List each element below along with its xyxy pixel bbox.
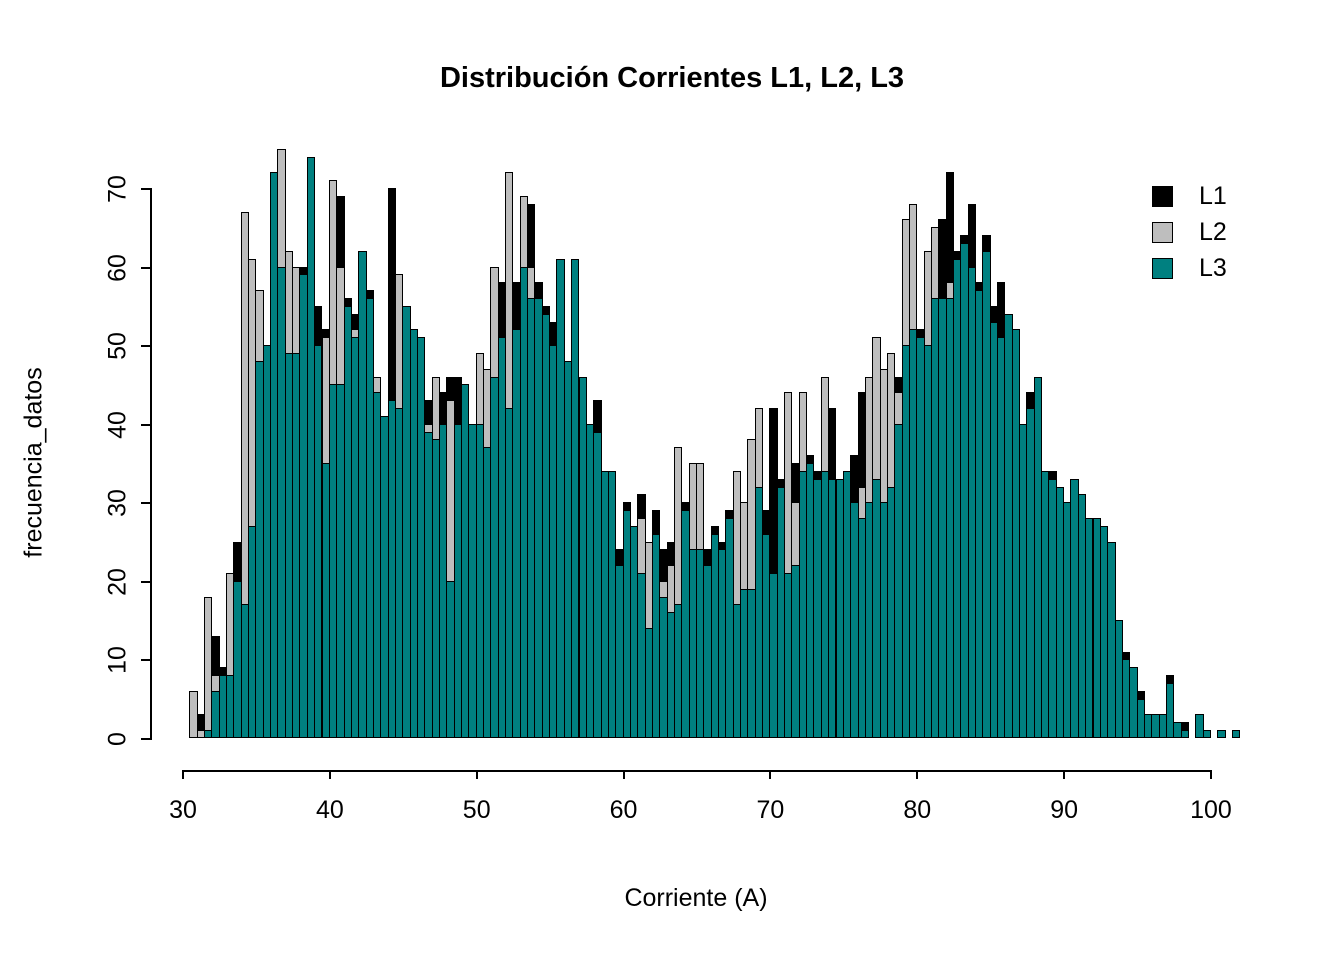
y-tick-label: 60 <box>103 253 132 282</box>
y-axis-line <box>150 188 152 740</box>
y-axis-tick <box>141 188 150 190</box>
y-axis-tick <box>141 502 150 505</box>
legend-label-l3: L3 <box>1199 253 1227 282</box>
y-tick-label: 30 <box>103 489 132 518</box>
legend-label-l1: L1 <box>1199 181 1227 210</box>
x-tick-label: 30 <box>169 796 197 824</box>
hist-bar-l3 <box>438 423 448 738</box>
y-axis-tick <box>141 580 150 583</box>
hist-bar-l3 <box>1202 730 1211 738</box>
hist-bar-l3 <box>1217 730 1226 738</box>
x-tick-label: 70 <box>756 796 785 824</box>
y-tick-label: 20 <box>103 567 132 596</box>
x-axis-tick <box>328 770 331 779</box>
l1-swatch-icon <box>1152 185 1173 207</box>
x-axis-tick <box>1209 770 1212 779</box>
legend-item-l2: L2 <box>1152 214 1227 250</box>
y-axis-tick <box>141 738 150 740</box>
hist-bar-l3 <box>1195 714 1204 738</box>
x-tick-label: 40 <box>315 796 344 824</box>
x-axis-tick <box>769 770 772 779</box>
chart-title: Distribución Corrientes L1, L2, L3 <box>439 62 905 94</box>
y-tick-label: 70 <box>103 175 132 203</box>
l3-swatch-icon <box>1152 257 1173 279</box>
y-axis-tick <box>141 345 150 348</box>
legend-item-l1: L1 <box>1152 178 1227 214</box>
hist-bar-l3 <box>1165 683 1175 738</box>
y-axis-tick <box>141 266 150 269</box>
x-tick-label: 90 <box>1050 796 1079 824</box>
x-tick-label: 80 <box>903 796 932 824</box>
x-tick-label: 60 <box>609 796 638 824</box>
y-axis-tick <box>141 659 150 662</box>
x-tick-label: 50 <box>462 796 491 824</box>
y-tick-label: 40 <box>103 410 132 439</box>
y-tick-label: 10 <box>103 646 132 675</box>
x-axis-tick <box>622 770 625 779</box>
legend: L1 L2 L3 <box>1152 178 1227 286</box>
l2-swatch-icon <box>1152 221 1173 243</box>
x-axis-line <box>182 770 1212 772</box>
x-axis-tick <box>1063 770 1066 779</box>
y-tick-label: 0 <box>103 732 132 746</box>
y-axis-tick <box>141 423 150 426</box>
hist-bar-l2 <box>189 690 198 738</box>
x-axis-label: Corriente (A) <box>624 884 768 912</box>
x-tick-label: 100 <box>1190 796 1232 824</box>
x-axis-tick <box>475 770 478 779</box>
x-axis-tick <box>182 770 184 779</box>
hist-bar-l3 <box>1232 730 1241 738</box>
hist-bar-l3 <box>1180 730 1189 738</box>
legend-label-l2: L2 <box>1199 217 1227 246</box>
hist-bar-l3 <box>1173 722 1182 738</box>
legend-item-l3: L3 <box>1152 250 1227 286</box>
y-tick-label: 50 <box>103 332 132 361</box>
x-axis-tick <box>916 770 919 779</box>
